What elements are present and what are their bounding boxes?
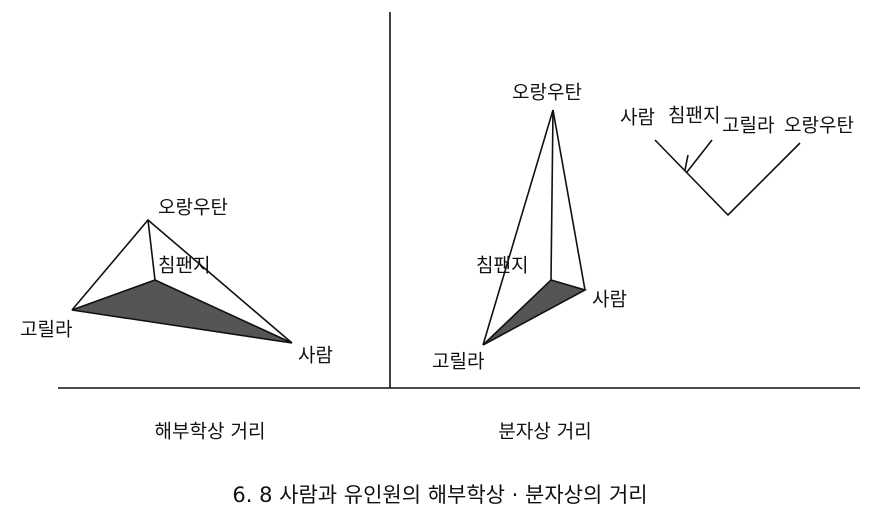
tree-branch (684, 154, 689, 171)
tree-branch (654, 139, 801, 217)
label: 사람 (592, 289, 627, 311)
label: 고릴라 (20, 319, 72, 341)
caption: 해부학상 거리 (155, 421, 266, 443)
label: 오랑우탄 (158, 197, 228, 219)
shaded-face (482, 279, 588, 346)
label: 침팬지 (158, 255, 210, 277)
tree-leaf: 침팬지 (668, 105, 720, 127)
edge (147, 219, 156, 281)
label: 사람 (298, 345, 333, 367)
label: 오랑우탄 (512, 82, 582, 104)
tree-leaf: 고릴라 (722, 115, 774, 137)
shaded-face (71, 279, 293, 344)
figure-caption: 6. 8 사람과 유인원의 해부학상 · 분자상의 거리 (232, 483, 647, 507)
tree-leaf: 오랑우탄 (784, 115, 854, 137)
tree-branch (686, 139, 713, 173)
label: 고릴라 (432, 351, 484, 373)
edge (550, 109, 554, 281)
label: 침팬지 (476, 255, 528, 277)
caption: 분자상 거리 (498, 421, 591, 443)
tree-leaf: 사람 (620, 107, 655, 129)
